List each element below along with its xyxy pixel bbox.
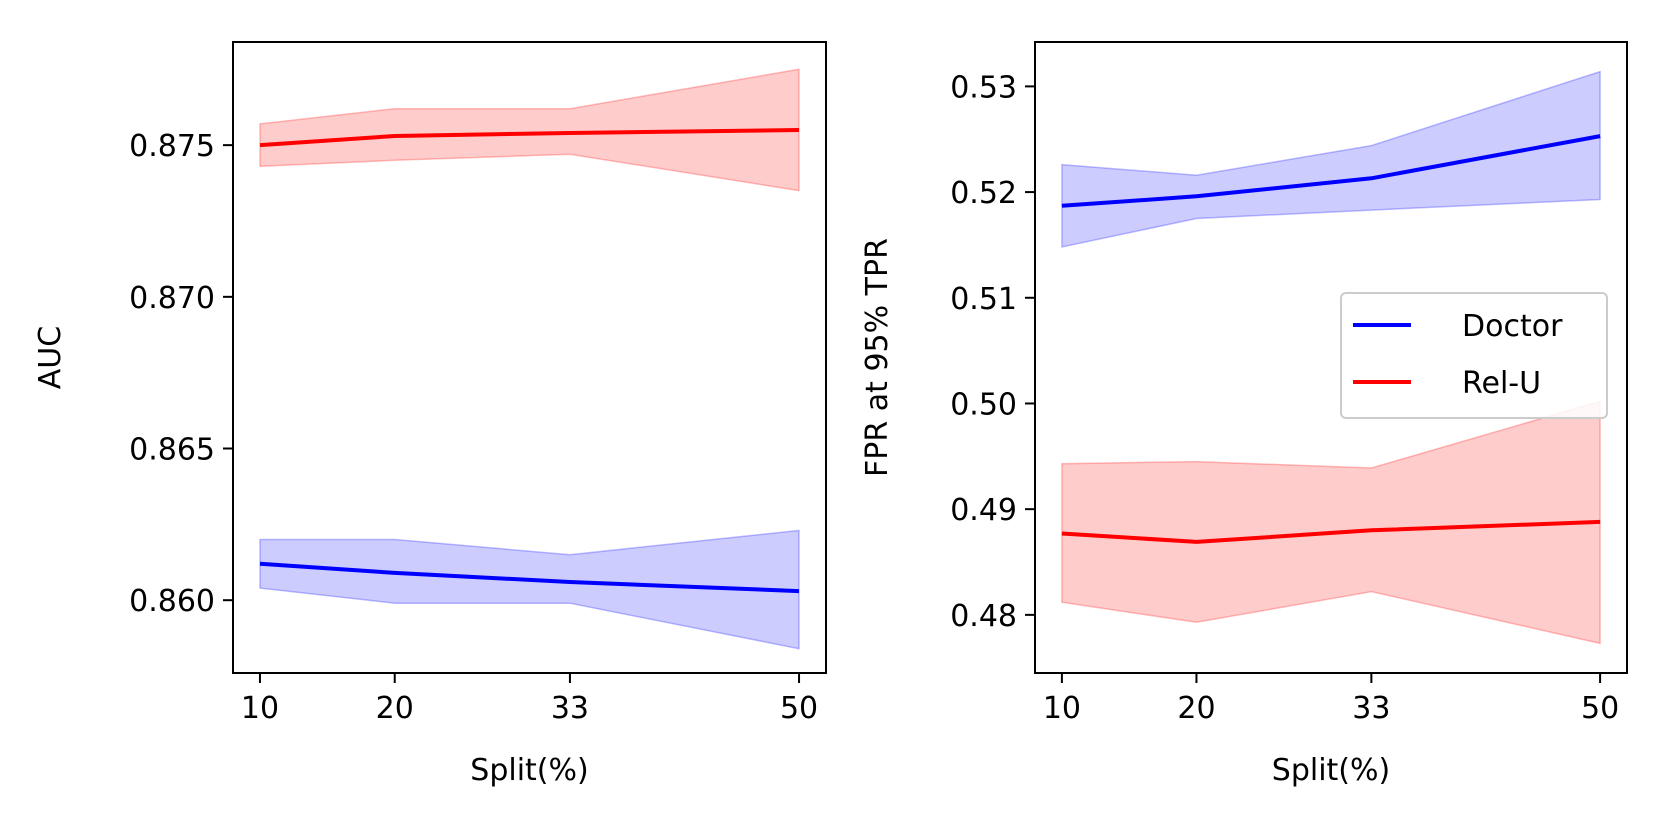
series-line-doctor xyxy=(1061,134,1601,208)
band-doctor xyxy=(259,529,800,650)
x-axis-label: Split(%) xyxy=(470,753,588,788)
x-tick-label: 20 xyxy=(376,691,414,726)
x-tick-label: 33 xyxy=(551,691,589,726)
series-line-rel-u xyxy=(1061,519,1601,544)
axes-frame xyxy=(1034,41,1628,674)
x-tick-label: 10 xyxy=(1043,691,1081,726)
axes-frame xyxy=(232,41,827,674)
y-tick-label: 0.52 xyxy=(950,176,1017,211)
y-tick-label: 0.51 xyxy=(950,282,1017,317)
series-line-rel-u xyxy=(259,128,800,148)
x-axis-label: Split(%) xyxy=(1272,753,1390,788)
y-tick-label: 0.49 xyxy=(950,493,1017,528)
legend-label-rel-u: Rel-U xyxy=(1462,366,1541,401)
x-tick-label: 33 xyxy=(1352,691,1390,726)
x-tick-label: 10 xyxy=(241,691,279,726)
y-tick-label: 0.860 xyxy=(129,584,215,619)
y-tick-label: 0.865 xyxy=(129,433,215,468)
y-axis-label: AUC xyxy=(33,326,68,389)
legend: Doctor Rel-U xyxy=(1340,292,1608,419)
legend-label-doctor: Doctor xyxy=(1462,309,1563,344)
y-tick-label: 0.50 xyxy=(950,387,1017,422)
y-tick-label: 0.870 xyxy=(129,281,215,316)
chart-panel-1: 10 20 33 50 0.860 0.865 0.870 0.875 Split(%) AUC xyxy=(33,41,827,788)
band-rel-u xyxy=(1061,400,1601,645)
x-tick-label: 20 xyxy=(1177,691,1215,726)
y-tick-label: 0.53 xyxy=(950,70,1017,105)
x-tick-label: 50 xyxy=(780,691,818,726)
band-rel-u xyxy=(259,68,800,192)
y-tick-label: 0.875 xyxy=(129,129,215,164)
chart-panel-2: 10 20 33 50 0.48 0.49 0.50 0.51 0.52 0.53 Split(%)… xyxy=(860,41,1628,788)
y-tick-label: 0.48 xyxy=(950,599,1017,634)
y-axis-label: FPR at 95% TPR xyxy=(860,238,895,477)
x-tick-label: 50 xyxy=(1581,691,1619,726)
series-line-doctor xyxy=(259,561,800,594)
band-doctor xyxy=(1061,70,1601,248)
